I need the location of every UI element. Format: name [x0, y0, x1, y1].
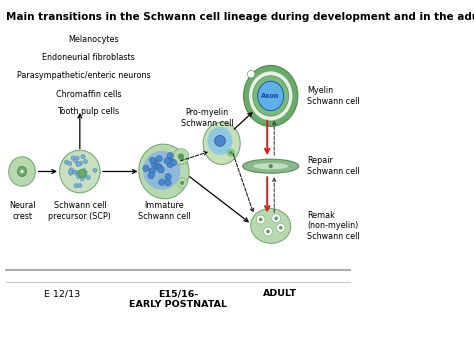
Ellipse shape: [76, 174, 81, 178]
Ellipse shape: [143, 165, 149, 172]
Ellipse shape: [167, 161, 173, 167]
Ellipse shape: [64, 160, 69, 165]
Ellipse shape: [229, 151, 232, 154]
Text: Pro-myelin
Schwann cell: Pro-myelin Schwann cell: [181, 108, 233, 127]
Ellipse shape: [269, 164, 273, 168]
Ellipse shape: [178, 154, 184, 160]
Ellipse shape: [73, 158, 78, 162]
Text: Tooth pulp cells: Tooth pulp cells: [57, 106, 119, 116]
Ellipse shape: [259, 218, 263, 221]
Ellipse shape: [68, 161, 72, 166]
Ellipse shape: [253, 76, 289, 116]
Ellipse shape: [279, 226, 283, 230]
Ellipse shape: [228, 149, 235, 156]
Ellipse shape: [82, 174, 87, 178]
Ellipse shape: [256, 215, 265, 224]
Ellipse shape: [203, 122, 240, 165]
Text: Main transitions in the Schwann cell lineage during development and in the adult: Main transitions in the Schwann cell lin…: [6, 11, 474, 21]
Text: Schwann cell
precursor (SCP): Schwann cell precursor (SCP): [48, 201, 111, 221]
Ellipse shape: [247, 70, 255, 78]
Ellipse shape: [69, 171, 73, 175]
Text: Immature
Schwann cell: Immature Schwann cell: [137, 201, 190, 221]
Ellipse shape: [76, 162, 80, 166]
Ellipse shape: [173, 149, 189, 165]
Ellipse shape: [274, 216, 278, 220]
Text: ADULT: ADULT: [263, 289, 296, 298]
Text: Chromaffin cells: Chromaffin cells: [56, 90, 121, 99]
Text: E 12/13: E 12/13: [44, 289, 81, 298]
Text: E15/16-
EARLY POSTNATAL: E15/16- EARLY POSTNATAL: [129, 289, 227, 308]
Ellipse shape: [170, 159, 177, 166]
Ellipse shape: [82, 169, 86, 173]
Ellipse shape: [266, 230, 270, 233]
Ellipse shape: [148, 172, 155, 179]
Ellipse shape: [71, 169, 74, 174]
Ellipse shape: [78, 169, 86, 177]
Ellipse shape: [83, 170, 87, 175]
Ellipse shape: [79, 161, 82, 165]
Ellipse shape: [69, 168, 73, 172]
Ellipse shape: [155, 164, 161, 170]
Ellipse shape: [18, 166, 27, 176]
Ellipse shape: [276, 223, 285, 232]
Ellipse shape: [9, 157, 36, 186]
Ellipse shape: [149, 157, 156, 164]
Ellipse shape: [156, 156, 162, 162]
Ellipse shape: [258, 81, 284, 111]
Ellipse shape: [158, 167, 164, 173]
Ellipse shape: [78, 183, 82, 188]
Ellipse shape: [272, 214, 281, 223]
Text: Neural
crest: Neural crest: [9, 201, 35, 221]
Ellipse shape: [75, 172, 80, 176]
Ellipse shape: [60, 150, 100, 193]
Ellipse shape: [80, 177, 84, 181]
Ellipse shape: [180, 181, 184, 185]
Ellipse shape: [156, 165, 163, 171]
Ellipse shape: [149, 168, 155, 174]
Ellipse shape: [215, 135, 226, 146]
Text: Parasympathetic/enteric neurons: Parasympathetic/enteric neurons: [17, 71, 150, 80]
Text: Melanocytes: Melanocytes: [69, 35, 119, 44]
Ellipse shape: [81, 155, 85, 159]
Text: Axon: Axon: [262, 93, 280, 99]
Ellipse shape: [164, 158, 171, 164]
Text: Myelin
Schwann cell: Myelin Schwann cell: [308, 86, 360, 106]
Ellipse shape: [139, 144, 189, 199]
Ellipse shape: [251, 208, 291, 243]
Ellipse shape: [71, 156, 75, 160]
Ellipse shape: [264, 227, 273, 236]
Ellipse shape: [165, 174, 171, 180]
Ellipse shape: [208, 127, 233, 155]
Ellipse shape: [73, 170, 78, 174]
Ellipse shape: [177, 178, 187, 188]
Ellipse shape: [75, 156, 79, 160]
Ellipse shape: [20, 170, 24, 173]
Ellipse shape: [68, 170, 73, 174]
Ellipse shape: [165, 180, 171, 186]
Ellipse shape: [168, 159, 175, 166]
Ellipse shape: [93, 168, 97, 172]
Ellipse shape: [244, 65, 298, 126]
Ellipse shape: [143, 151, 181, 190]
Ellipse shape: [167, 152, 173, 159]
Ellipse shape: [151, 161, 157, 167]
Ellipse shape: [159, 179, 165, 185]
Ellipse shape: [249, 71, 292, 120]
Text: Endoneurial fibroblasts: Endoneurial fibroblasts: [42, 53, 135, 62]
Ellipse shape: [83, 159, 88, 164]
Text: Repair
Schwann cell: Repair Schwann cell: [308, 156, 360, 176]
Ellipse shape: [74, 183, 78, 188]
Ellipse shape: [76, 162, 81, 166]
Ellipse shape: [86, 175, 91, 180]
Ellipse shape: [243, 159, 299, 173]
Text: Remak
(non-myelin)
Schwann cell: Remak (non-myelin) Schwann cell: [308, 211, 360, 241]
Ellipse shape: [253, 163, 288, 169]
